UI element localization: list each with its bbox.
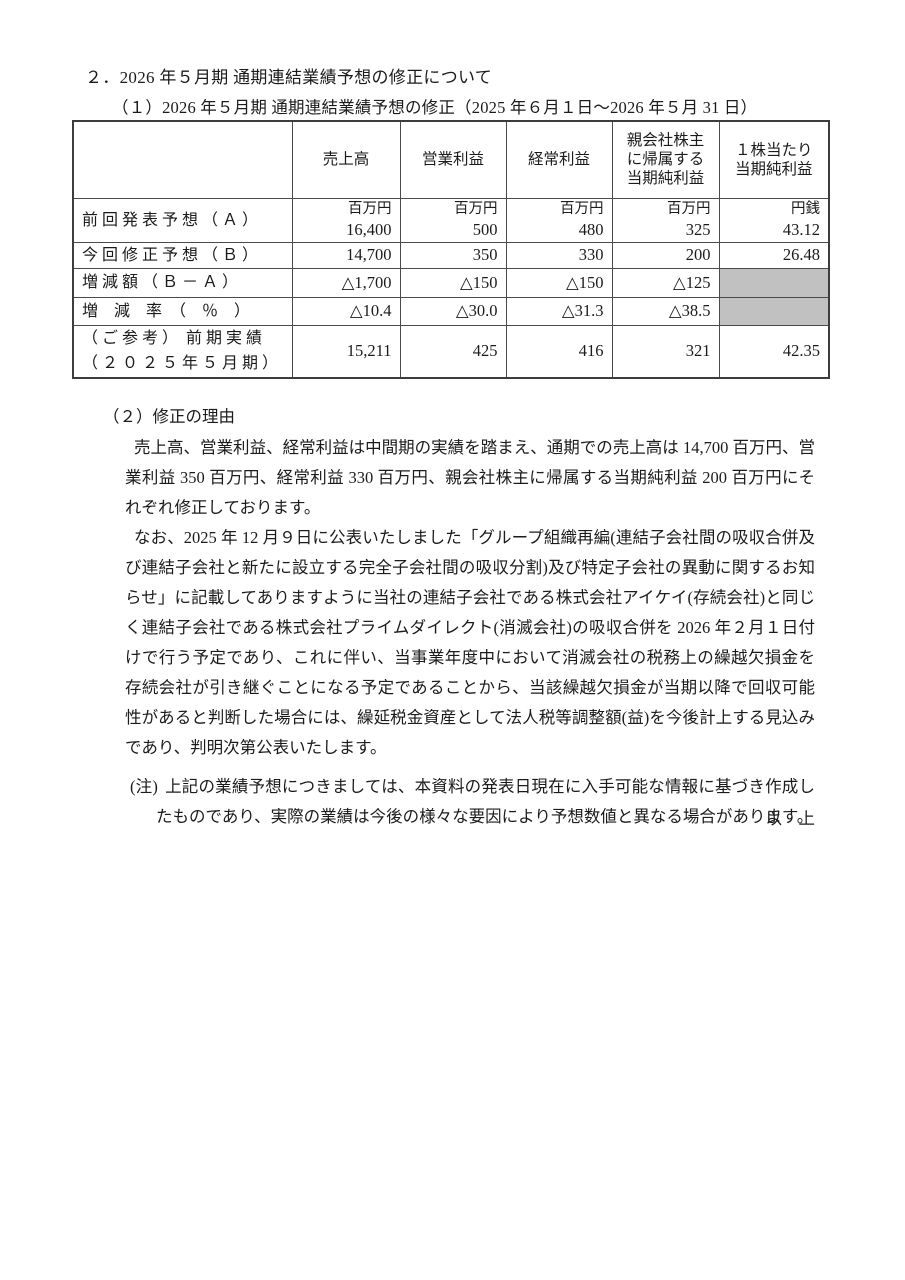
column-header-net-income: 親会社株主 に帰属する 当期純利益: [611, 120, 720, 199]
reason-paragraph-2: なお、2025 年 12 月９日に公表いたしました「グループ組織再編(連結子会社…: [125, 528, 815, 757]
column-header-ordinary-income: 経常利益: [505, 120, 613, 199]
table-cell: 14,700: [291, 241, 401, 269]
column-header-operating-income: 営業利益: [399, 120, 507, 199]
unit-label: 円銭: [791, 200, 820, 217]
reason-heading: （２）修正の理由: [103, 407, 235, 426]
unit-label: 百万円: [560, 200, 604, 217]
reason-paragraph-1: 売上高、営業利益、経常利益は中間期の実績を踏まえ、通期での売上高は 14,700…: [125, 438, 815, 517]
table-cell: 416: [505, 324, 613, 379]
table-cell: △150: [399, 267, 507, 298]
cell-value: 16,400: [346, 219, 392, 239]
column-header-eps: １株当たり 当期純利益: [718, 120, 830, 199]
row-label: （ ご 参 考 ） 前 期 実 績 （ ２ ０ ２ ５ 年 ５ 月 期 ）: [72, 324, 293, 379]
row-label: 今 回 修 正 予 想 （ Ｂ ）: [72, 241, 293, 269]
table-row-previous-results: （ ご 参 考 ） 前 期 実 績 （ ２ ０ ２ ５ 年 ５ 月 期 ） 15…: [72, 324, 830, 379]
table-cell: 425: [399, 324, 507, 379]
table-row-change-amount: 増 減 額 （ Ｂ － Ａ ） △1,700 △150 △150 △125: [72, 267, 830, 298]
table-cell: 百万円 480: [505, 197, 613, 243]
table-cell: 321: [611, 324, 720, 379]
table-cell: △10.4: [291, 296, 401, 326]
disclaimer-note: (注) 上記の業績予想につきましては、本資料の発表日現在に入手可能な情報に基づき作…: [130, 772, 815, 832]
table-cell: 42.35: [718, 324, 830, 379]
table-cell: △125: [611, 267, 720, 298]
table-corner-cell: [72, 120, 293, 199]
unit-label: 百万円: [667, 200, 711, 217]
table-cell: △31.3: [505, 296, 613, 326]
table-cell: 330: [505, 241, 613, 269]
section-title: ２．2026 年５月期 通期連結業績予想の修正について: [85, 68, 493, 87]
unit-label: 百万円: [454, 200, 498, 217]
table-cell: 26.48: [718, 241, 830, 269]
table-row-revised-forecast: 今 回 修 正 予 想 （ Ｂ ） 14,700 350 330 200 26.…: [72, 241, 830, 269]
table-cell: 円銭 43.12: [718, 197, 830, 243]
note-text: 上記の業績予想につきましては、本資料の発表日現在に入手可能な情報に基づき作成した…: [156, 777, 815, 826]
closing-mark: 以 上: [765, 809, 816, 828]
table-cell: 350: [399, 241, 507, 269]
table-row-change-rate: 増 減 率 （ ％ ） △10.4 △30.0 △31.3 △38.5: [72, 296, 830, 326]
cell-value: 480: [578, 219, 604, 239]
note-label: (注): [130, 777, 158, 796]
table-cell: 百万円 325: [611, 197, 720, 243]
table-caption: （１）2026 年５月期 通期連結業績予想の修正（2025 年６月１日～2026…: [112, 98, 758, 117]
cell-value: 325: [685, 219, 711, 239]
table-cell: 15,211: [291, 324, 401, 379]
table-header-row: 売上高 営業利益 経常利益 親会社株主 に帰属する 当期純利益 １株当たり 当期…: [72, 120, 830, 199]
cell-value: 500: [472, 219, 498, 239]
table-row-previous-forecast: 前 回 発 表 予 想 （ Ａ ） 百万円 16,400 百万円 500 百万円…: [72, 197, 830, 243]
table-cell: 百万円 500: [399, 197, 507, 243]
reason-body: 売上高、営業利益、経常利益は中間期の実績を踏まえ、通期での売上高は 14,700…: [125, 433, 815, 832]
table-cell-blank-gray: [718, 267, 830, 298]
forecast-table: 売上高 営業利益 経常利益 親会社株主 に帰属する 当期純利益 １株当たり 当期…: [72, 120, 830, 379]
table-cell: △38.5: [611, 296, 720, 326]
column-header-sales: 売上高: [291, 120, 401, 199]
table-cell: 百万円 16,400: [291, 197, 401, 243]
unit-label: 百万円: [348, 200, 392, 217]
table-cell: △1,700: [291, 267, 401, 298]
cell-value: 43.12: [782, 219, 820, 239]
row-label: 前 回 発 表 予 想 （ Ａ ）: [72, 197, 293, 243]
table-cell: △30.0: [399, 296, 507, 326]
table-cell: △150: [505, 267, 613, 298]
table-cell: 200: [611, 241, 720, 269]
row-label: 増 減 額 （ Ｂ － Ａ ）: [72, 267, 293, 298]
table-cell-blank-gray: [718, 296, 830, 326]
row-label: 増 減 率 （ ％ ）: [72, 296, 293, 326]
